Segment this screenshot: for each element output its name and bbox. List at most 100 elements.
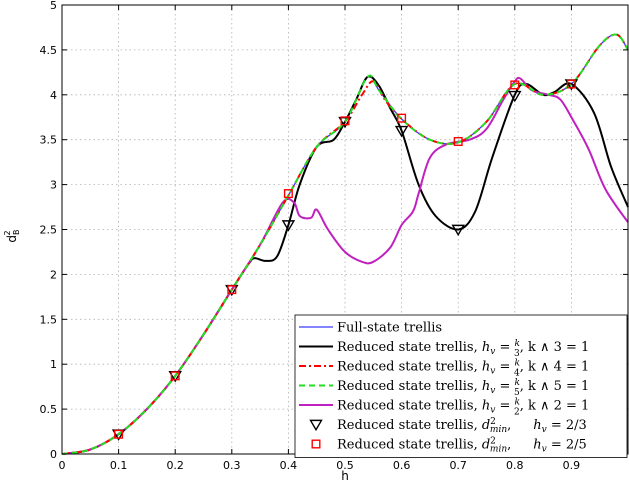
legend-label-part: h	[482, 379, 490, 394]
legend-label-part: k	[514, 378, 519, 388]
x-tick-label: 0.5	[336, 459, 354, 472]
marker-0	[394, 125, 409, 138]
legend-label-part: v	[542, 445, 547, 455]
legend-label-part: 2	[514, 408, 520, 418]
legend-label-part: h	[482, 399, 490, 414]
legend-label-part: Reduced state trellis,	[337, 360, 482, 375]
y-tick-label: 1.5	[40, 313, 58, 326]
marker-1	[566, 79, 576, 89]
x-tick-label: 0.4	[280, 459, 298, 472]
marker-1	[170, 371, 180, 381]
legend-label-part: Reduced state trellis,	[337, 438, 482, 453]
y-axis-label-sub: B	[12, 229, 21, 235]
legend-label-part: =	[495, 360, 514, 375]
legend-label-part: k	[514, 398, 519, 408]
marker-1	[227, 285, 237, 295]
legend-label-part: 2	[490, 437, 496, 447]
marker-1	[283, 189, 293, 199]
legend-label-part: Reduced state trellis,	[337, 340, 482, 355]
x-tick-label: 0.2	[166, 459, 184, 472]
legend-label-part: ,	[507, 438, 511, 453]
legend-label-part: min	[490, 425, 507, 435]
legend-label-part: h	[482, 360, 490, 375]
legend-label-part: h	[482, 340, 490, 355]
legend-label-part: = 2/5	[547, 438, 587, 453]
legend-label-part: d	[482, 418, 490, 433]
legend-label: Reduced state trellis, hv = k 4, k ∧ 4 = …	[337, 359, 589, 379]
marker-1	[453, 136, 463, 146]
y-tick-label: 0.5	[40, 403, 58, 416]
y-tick-label: 4.5	[40, 44, 58, 57]
legend-label-part: Reduced state trellis,	[337, 379, 482, 394]
legend-label-part: v	[490, 406, 495, 416]
legend-label-part: h	[533, 418, 541, 433]
legend-label-part: ,	[507, 418, 511, 433]
y-tick-label: 3	[50, 179, 57, 192]
legend-label-part: 5	[514, 388, 520, 398]
legend-label-part: 2	[490, 417, 496, 427]
legend-label-part: , k ∧ 5 = 1	[520, 379, 590, 394]
legend-label-part: k	[514, 359, 519, 369]
legend-label-part: Reduced state trellis,	[337, 399, 482, 414]
marker-0	[508, 90, 522, 103]
y-tick-label: 4	[50, 89, 57, 102]
legend-label-part: v	[542, 425, 547, 435]
series-line-3	[61, 33, 629, 455]
legend-label-part: 3	[514, 349, 520, 359]
legend-label-part: h	[533, 438, 541, 453]
legend-label-part: d	[482, 438, 490, 453]
y-tick-label: 0	[50, 448, 57, 461]
legend-label: Reduced state trellis, hv = k 2, k ∧ 2 = …	[337, 398, 589, 418]
legend-label-part: v	[490, 367, 495, 377]
legend-label-part: min	[490, 445, 507, 455]
marker-0	[451, 224, 465, 237]
x-tick-label: 0.7	[449, 459, 467, 472]
legend: Full-state trellis Reduced state trellis,…	[294, 314, 628, 458]
marker-1	[114, 429, 124, 439]
legend-label: Reduced state trellis, hv = k 5, k ∧ 5 = …	[337, 378, 589, 398]
legend-label-part: , k ∧ 2 = 1	[520, 399, 590, 414]
legend-label-part: v	[490, 347, 495, 357]
legend-label: Reduced state trellis, hv = k 3, k ∧ 3 = …	[337, 339, 589, 359]
x-tick-label: 0.8	[506, 459, 524, 472]
x-tick-label: 0.6	[393, 459, 411, 472]
x-tick-label: 0	[59, 459, 66, 472]
marker-0	[281, 220, 296, 232]
legend-label-part: =	[495, 340, 514, 355]
legend-box	[294, 314, 628, 458]
legend-label-part: , k ∧ 3 = 1	[520, 340, 590, 355]
marker-1	[510, 80, 520, 90]
marker-1	[340, 116, 350, 126]
y-tick-label: 3.5	[40, 134, 58, 147]
legend-label-part: k	[514, 339, 519, 349]
y-tick-label: 2	[50, 268, 57, 281]
legend-label-part: =	[495, 379, 514, 394]
y-axis-label: dB2	[3, 229, 21, 242]
y-tick-label: 5	[50, 0, 57, 12]
y-axis-label-sup: 2	[3, 230, 12, 235]
tick-labels: 0 0.1 0.2 0.3 0.4 0.5 0.6 0.7 0.8 0.9 0 0.5 1 1.5 2 2.5…	[40, 0, 581, 472]
legend-label-part: = 2/3	[547, 418, 587, 433]
marker-1	[397, 113, 407, 123]
svg-text:dB2: dB2	[3, 229, 21, 242]
y-axis-label-main: d	[5, 235, 19, 243]
legend-label: Full-state trellis	[337, 321, 442, 336]
series-layer	[61, 33, 629, 455]
legend-label-part: =	[495, 399, 514, 414]
y-tick-label: 2.5	[40, 224, 58, 237]
legend-label-part: 4	[514, 369, 520, 379]
legend-label-part: , k ∧ 4 = 1	[520, 360, 590, 375]
legend-label-part: v	[490, 386, 495, 396]
x-axis-label: h	[341, 469, 349, 483]
legend-label-part: Reduced state trellis,	[337, 418, 482, 433]
markers-layer	[111, 79, 579, 441]
x-tick-label: 0.3	[223, 459, 241, 472]
legend-label: Reduced state trellis, d2 min, hv = 2/5	[337, 437, 587, 455]
x-tick-label: 0.1	[110, 459, 128, 472]
x-tick-label: 0.9	[563, 459, 581, 472]
legend-marker-1	[311, 439, 321, 449]
legend-marker-0	[309, 419, 323, 432]
legend-label: Reduced state trellis, d2 min, hv = 2/3	[337, 417, 587, 435]
y-tick-label: 1	[50, 358, 57, 371]
